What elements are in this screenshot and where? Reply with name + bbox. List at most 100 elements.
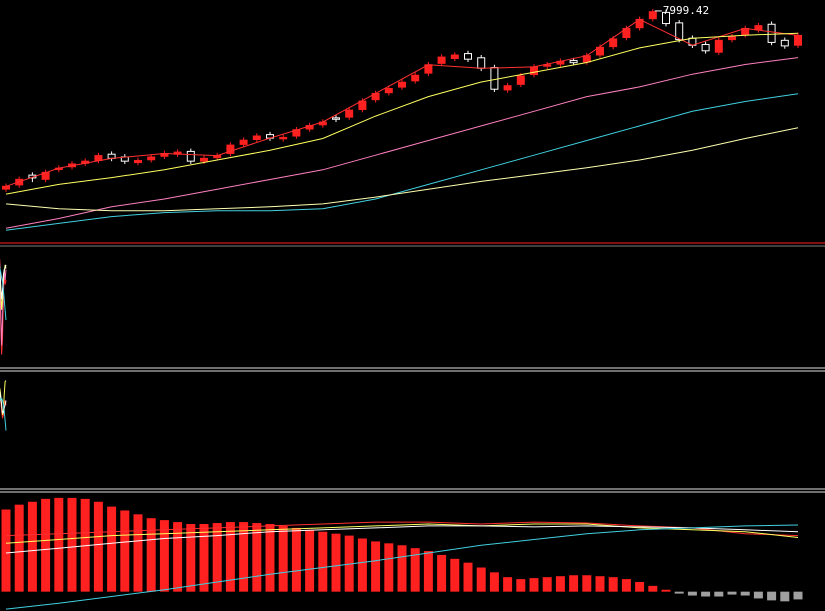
histogram-bar [635,582,645,592]
histogram-bar [740,591,750,596]
histogram-bar [476,567,486,592]
histogram-bar [54,497,64,592]
candle-body [226,144,235,154]
candle-body [569,60,578,64]
histogram-bar [542,577,552,592]
candle-body [2,185,10,190]
histogram-bar [701,591,711,597]
candle-body [437,56,446,64]
candle-body [252,135,261,141]
candle-body [780,39,789,47]
histogram-bar [516,579,526,592]
histogram-bar [133,514,143,592]
candle-body [767,23,776,43]
histogram-bar [569,575,579,592]
indicator-line [5,57,799,229]
candle-body [477,57,486,69]
candle-body [147,156,156,161]
histogram-bar [437,554,447,592]
histogram-bar [27,501,37,592]
candle-body [675,22,684,41]
candle-body [239,139,248,145]
histogram-bar [371,541,381,592]
histogram-bar [410,548,420,592]
histogram-bar [225,522,235,592]
histogram-bar [503,577,513,592]
histogram-bar [239,522,249,592]
histogram-bar [608,577,618,592]
candle-body [728,36,736,41]
histogram-bar [252,523,262,592]
histogram-bar [384,543,394,592]
histogram-bar [767,591,777,601]
indicator-line [0,397,7,431]
candle-body [28,174,37,179]
histogram-bar [489,572,499,592]
histogram-bar [648,585,658,592]
candle-body [714,39,723,53]
histogram-bar [621,579,631,592]
candle-body [503,85,512,91]
histogram-bar [291,527,301,592]
histogram-bar [186,524,196,592]
histogram-bar [582,575,592,592]
candle-body [186,150,195,162]
histogram-bar [173,522,183,592]
candle-body [754,25,763,31]
histogram-bar [265,524,275,592]
histogram-bar [67,497,77,592]
histogram-bar [331,533,341,592]
indicator-line [5,525,799,554]
candle-body [398,81,406,88]
candle-body [490,67,499,90]
candle-body [384,88,393,94]
histogram-bar [93,501,103,592]
candle-body [648,11,657,20]
histogram-bar [674,591,684,594]
candle-body [345,109,354,118]
candle-body [701,44,710,52]
histogram-bar [14,504,24,592]
histogram-bar [727,591,737,595]
candle-body [411,74,420,82]
candle-body [530,66,538,76]
histogram-bar [146,518,156,592]
histogram-bar [661,589,671,592]
candle-body [450,54,459,59]
indicator-line [5,127,799,212]
histogram-bar [199,524,209,592]
histogram-bar [41,498,51,592]
candle-body [543,64,552,67]
histogram-bar [753,591,763,599]
indicator-line [0,264,7,300]
candle-body [794,34,802,46]
histogram-bar [595,576,605,592]
histogram-bar [397,545,407,592]
histogram-bar [463,562,473,592]
candle-body [609,38,618,48]
histogram-bar [555,576,565,592]
histogram-bar [212,523,222,592]
candle-body [200,157,208,162]
candle-body [662,11,670,25]
histogram-bar [450,558,460,592]
histogram-bar [687,591,697,596]
candle-body [94,155,103,161]
histogram-bar [159,520,169,592]
histogram-bar [529,578,539,592]
histogram-bar [357,538,367,592]
candle-body [134,159,142,164]
indicator-line [5,18,799,187]
indicator-line [5,32,799,195]
histogram-bar [107,506,117,592]
candle-body [464,53,472,60]
indicator-line [5,524,799,610]
candle-body [332,117,340,120]
histogram-bar [423,551,433,592]
indicator-line [0,258,7,355]
histogram-bar [278,525,288,592]
histogram-bar [318,531,328,592]
